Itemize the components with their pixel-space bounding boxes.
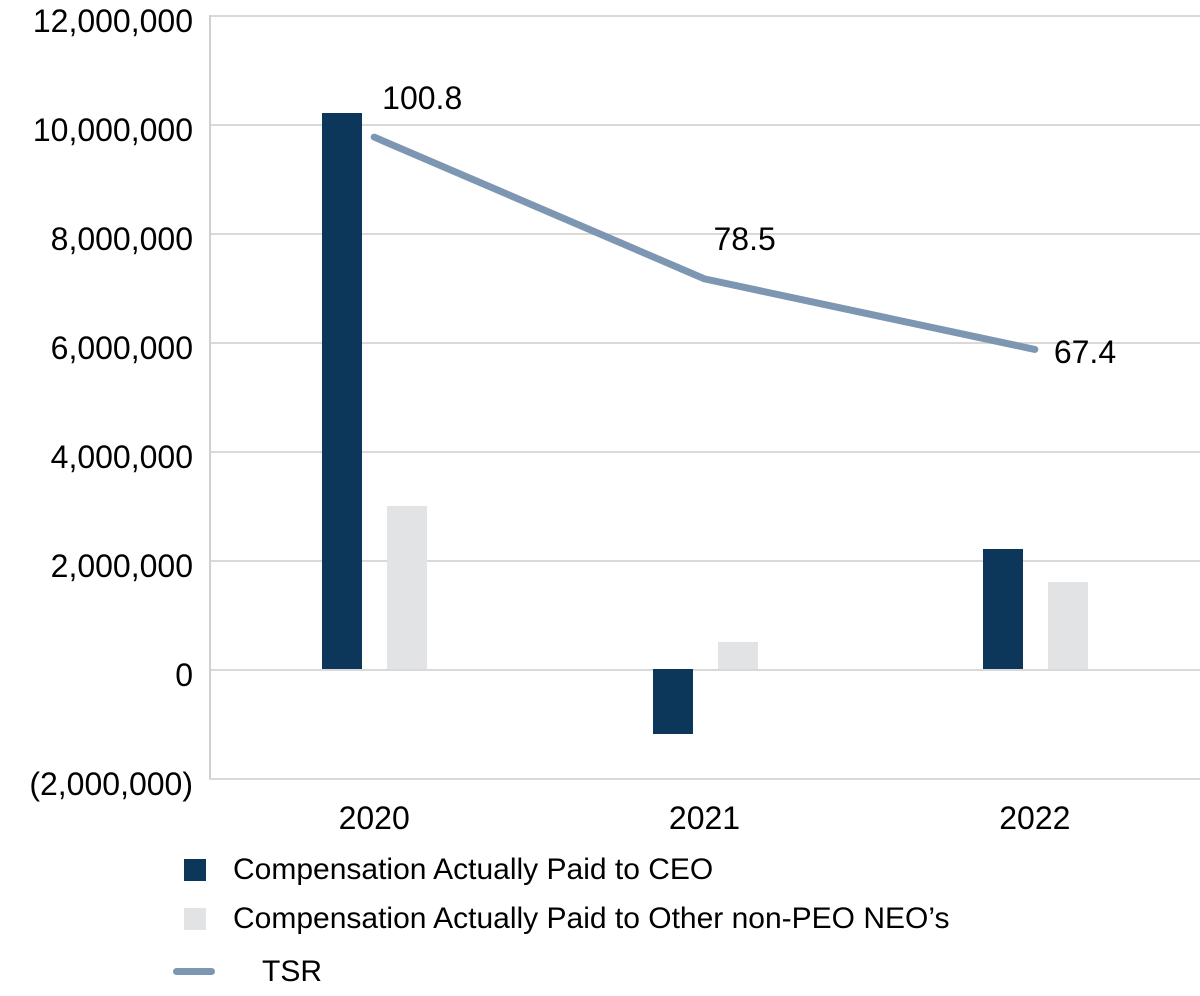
x-axis-tick-label: 2020 bbox=[338, 800, 410, 836]
y-axis-tick-label: 2,000,000 bbox=[50, 548, 193, 584]
gridline bbox=[209, 124, 1200, 126]
y-axis-line bbox=[209, 15, 211, 778]
gridline bbox=[209, 15, 1200, 17]
legend-label-ceo: Compensation Actually Paid to CEO bbox=[233, 853, 714, 886]
x-axis-tick-label: 2022 bbox=[999, 800, 1071, 836]
x-axis-tick-label: 2021 bbox=[668, 800, 741, 836]
tsr-data-label: 78.5 bbox=[713, 220, 776, 257]
y-axis-tick-label: 8,000,000 bbox=[50, 221, 193, 257]
tsr-line bbox=[370, 133, 1039, 353]
bar-other-neo-2022 bbox=[1047, 581, 1088, 669]
gridline bbox=[209, 778, 1200, 780]
legend-swatch-ceo bbox=[184, 859, 206, 881]
y-axis-tick-label: 0 bbox=[175, 657, 193, 693]
y-axis-tick-label: 6,000,000 bbox=[50, 330, 193, 366]
y-axis-tick-label: 4,000,000 bbox=[50, 439, 193, 475]
tsr-data-label: 100.8 bbox=[382, 80, 463, 117]
legend-swatch-tsr-line bbox=[173, 968, 215, 975]
legend-label-other-neo: Compensation Actually Paid to Other non-… bbox=[233, 902, 950, 935]
y-axis-tick-label: (2,000,000) bbox=[29, 766, 193, 802]
legend-label-tsr: TSR bbox=[262, 955, 322, 988]
bar-ceo-2022 bbox=[982, 549, 1023, 669]
gridline bbox=[209, 451, 1200, 453]
gridline bbox=[209, 669, 1200, 671]
tsr-data-label: 67.4 bbox=[1053, 334, 1117, 371]
y-axis-tick-label: 12,000,000 bbox=[32, 3, 193, 39]
y-axis-tick-label: 10,000,000 bbox=[32, 112, 193, 148]
bar-other-neo-2020 bbox=[387, 505, 428, 669]
gridline bbox=[209, 560, 1200, 562]
bar-ceo-2020 bbox=[322, 113, 363, 669]
legend-swatch-other-neo bbox=[184, 908, 206, 930]
bar-other-neo-2021 bbox=[717, 641, 758, 669]
bar-ceo-2021 bbox=[652, 669, 693, 735]
